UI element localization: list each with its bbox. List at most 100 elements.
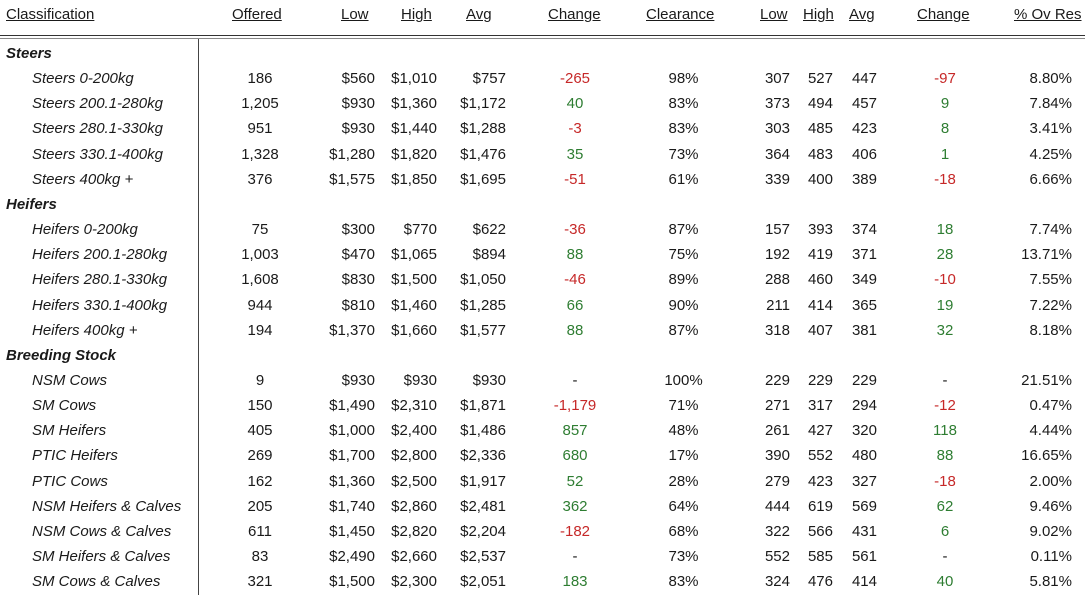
cell-low2[interactable]: 279 — [764, 472, 790, 490]
cell-change2[interactable]: - — [942, 371, 948, 389]
cell-low[interactable]: $1,575 — [329, 170, 375, 188]
row-label[interactable]: PTIC Cows — [32, 472, 108, 490]
cell-high[interactable]: $2,310 — [391, 397, 437, 415]
row-label[interactable]: SM Cows — [32, 397, 97, 415]
header-clearance[interactable]: Clearance — [646, 6, 715, 23]
cell-high2[interactable]: 485 — [807, 120, 833, 138]
cell-high2[interactable]: 317 — [807, 397, 833, 415]
cell-low[interactable]: $1,000 — [329, 422, 375, 440]
cell-ov-res[interactable]: 7.84% — [1029, 95, 1072, 113]
cell-ov-res[interactable]: 6.66% — [1029, 170, 1072, 188]
cell-low[interactable]: $1,700 — [329, 447, 375, 465]
cell-ov-res[interactable]: 2.00% — [1029, 472, 1072, 490]
cell-change[interactable]: 52 — [566, 472, 584, 490]
cell-high2[interactable]: 585 — [807, 548, 833, 565]
cell-change[interactable]: 680 — [562, 447, 588, 465]
cell-offered[interactable]: 321 — [247, 573, 273, 591]
cell-change2[interactable]: 6 — [940, 522, 950, 540]
cell-low[interactable]: $1,360 — [329, 472, 375, 490]
cell-clearance[interactable]: 17% — [668, 447, 699, 465]
cell-low2[interactable]: 552 — [764, 548, 790, 565]
cell-high[interactable]: $2,400 — [391, 422, 437, 440]
cell-high2[interactable]: 229 — [807, 371, 833, 389]
cell-avg2[interactable]: 569 — [851, 497, 877, 515]
cell-avg2[interactable]: 414 — [851, 573, 877, 591]
cell-low[interactable]: $930 — [341, 95, 375, 113]
cell-low2[interactable]: 322 — [764, 522, 790, 540]
cell-low[interactable]: $930 — [341, 371, 375, 389]
cell-high2[interactable]: 407 — [807, 321, 833, 339]
cell-ov-res[interactable]: 0.47% — [1029, 397, 1072, 415]
cell-avg2[interactable]: 327 — [851, 472, 877, 490]
cell-change2[interactable]: 40 — [936, 573, 954, 591]
cell-avg2[interactable]: 406 — [851, 145, 877, 163]
cell-change2[interactable]: 9 — [940, 95, 950, 113]
cell-clearance[interactable]: 61% — [668, 170, 699, 188]
cell-ov-res[interactable]: 8.18% — [1029, 321, 1072, 339]
cell-change2[interactable]: -18 — [934, 472, 956, 490]
cell-change[interactable]: -1,179 — [553, 397, 597, 415]
cell-ov-res[interactable]: 3.41% — [1029, 120, 1072, 138]
cell-clearance[interactable]: 75% — [668, 246, 699, 264]
cell-high2[interactable]: 483 — [807, 145, 833, 163]
cell-high[interactable]: $2,800 — [391, 447, 437, 465]
cell-avg2[interactable]: 294 — [851, 397, 877, 415]
header-change2[interactable]: Change — [917, 6, 970, 23]
cell-change2[interactable]: 118 — [933, 422, 957, 440]
row-label[interactable]: SM Heifers & Calves — [32, 548, 171, 565]
row-label[interactable]: Steers 0-200kg — [32, 70, 134, 88]
row-label[interactable]: Heifers 330.1-400kg — [32, 296, 168, 314]
cell-low2[interactable]: 288 — [764, 271, 790, 289]
cell-low2[interactable]: 444 — [764, 497, 790, 515]
cell-change2[interactable]: - — [942, 548, 948, 565]
cell-high[interactable]: $1,460 — [391, 296, 437, 314]
header-ov-res[interactable]: % Ov Res — [1014, 6, 1082, 23]
cell-clearance[interactable]: 100% — [664, 371, 703, 389]
cell-high2[interactable]: 393 — [807, 221, 833, 239]
cell-change[interactable]: - — [572, 371, 578, 389]
cell-change2[interactable]: 32 — [936, 321, 954, 339]
cell-avg2[interactable]: 374 — [851, 221, 877, 239]
cell-change2[interactable]: 1 — [940, 145, 950, 163]
cell-avg[interactable]: $2,481 — [460, 497, 506, 515]
cell-avg2[interactable]: 447 — [851, 70, 877, 88]
cell-low[interactable]: $930 — [341, 120, 375, 138]
cell-offered[interactable]: 1,328 — [241, 145, 279, 163]
cell-high2[interactable]: 552 — [807, 447, 833, 465]
cell-ov-res[interactable]: 5.81% — [1029, 573, 1072, 591]
row-label[interactable]: SM Heifers — [32, 422, 107, 440]
cell-avg[interactable]: $2,537 — [460, 548, 506, 565]
cell-low2[interactable]: 192 — [764, 246, 790, 264]
cell-avg[interactable]: $1,050 — [460, 271, 506, 289]
cell-high2[interactable]: 476 — [807, 573, 833, 591]
cell-high[interactable]: $2,660 — [391, 548, 437, 565]
cell-change[interactable]: -3 — [568, 120, 582, 138]
cell-low2[interactable]: 373 — [764, 95, 790, 113]
row-label[interactable]: NSM Heifers & Calves — [32, 497, 182, 515]
category-label[interactable]: Heifers — [6, 195, 57, 213]
cell-change[interactable]: 362 — [562, 497, 588, 515]
cell-low[interactable]: $1,450 — [329, 522, 375, 540]
cell-high2[interactable]: 400 — [807, 170, 833, 188]
cell-low[interactable]: $300 — [341, 221, 375, 239]
cell-clearance[interactable]: 71% — [668, 397, 699, 415]
cell-clearance[interactable]: 90% — [668, 296, 699, 314]
cell-high2[interactable]: 419 — [807, 246, 833, 264]
cell-change2[interactable]: 62 — [936, 497, 954, 515]
cell-high[interactable]: $1,660 — [391, 321, 437, 339]
cell-clearance[interactable]: 73% — [668, 145, 699, 163]
cell-low2[interactable]: 318 — [764, 321, 790, 339]
cell-clearance[interactable]: 64% — [668, 497, 699, 515]
cell-avg2[interactable]: 381 — [851, 321, 877, 339]
cell-clearance[interactable]: 83% — [668, 120, 699, 138]
cell-change[interactable]: 40 — [566, 95, 584, 113]
cell-change2[interactable]: -18 — [934, 170, 956, 188]
cell-high2[interactable]: 494 — [807, 95, 833, 113]
cell-low2[interactable]: 303 — [764, 120, 790, 138]
row-label[interactable]: NSM Cows & Calves — [32, 522, 172, 540]
header-high[interactable]: High — [401, 6, 432, 23]
cell-change[interactable]: -182 — [559, 522, 591, 540]
cell-low[interactable]: $2,490 — [329, 548, 375, 565]
row-label[interactable]: Heifers 280.1-330kg — [32, 271, 168, 289]
row-label[interactable]: NSM Cows — [32, 371, 108, 389]
